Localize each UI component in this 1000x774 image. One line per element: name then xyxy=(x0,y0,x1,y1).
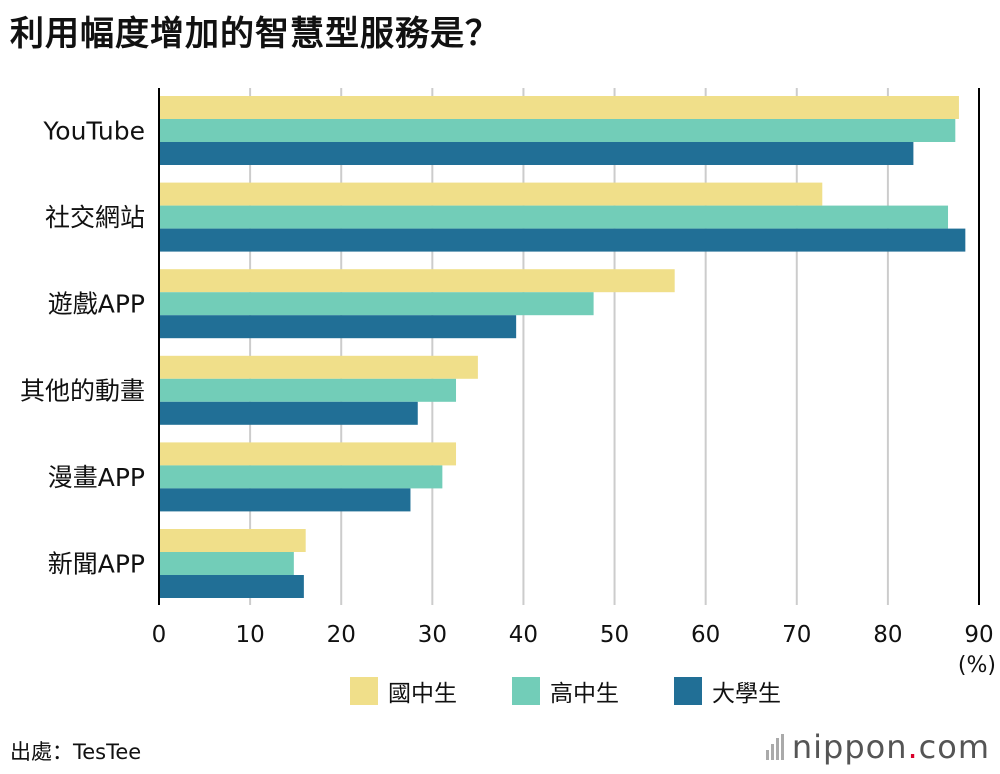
source-note: 出處：TesTee xyxy=(10,740,142,764)
bar-university xyxy=(159,315,517,339)
legend: 國中生 高中生 大學生 xyxy=(350,674,836,708)
bar-junior xyxy=(159,355,478,379)
bar-senior xyxy=(159,378,457,402)
legend-swatch-junior xyxy=(350,677,378,705)
unit-label: (%) xyxy=(958,653,996,678)
category-label: 其他的動畫 xyxy=(20,376,145,405)
logo-dot: . xyxy=(907,728,919,766)
bar-junior xyxy=(159,529,306,552)
x-tick-label: 0 xyxy=(152,622,167,648)
chart-title: 利用幅度增加的智慧型服務是？ xyxy=(10,14,500,54)
bar-junior xyxy=(159,442,457,466)
legend-label-junior: 國中生 xyxy=(388,681,457,707)
x-tick-label: 10 xyxy=(235,622,264,648)
bar-junior xyxy=(159,96,959,119)
x-tick-label: 60 xyxy=(691,622,720,648)
logo-name: nippon xyxy=(791,728,908,766)
category-label: 社交網站 xyxy=(45,203,145,232)
bar-university xyxy=(159,142,914,165)
logo-bars-icon xyxy=(765,734,786,760)
logo-tld: com xyxy=(918,728,990,766)
bar-university xyxy=(159,228,966,252)
bar-university xyxy=(159,575,304,598)
x-tick-label: 30 xyxy=(418,622,447,648)
bar-junior xyxy=(159,182,823,206)
bar-junior xyxy=(159,269,675,293)
bar-senior xyxy=(159,465,443,489)
legend-swatch-university xyxy=(674,677,702,705)
x-tick-label: 50 xyxy=(600,622,629,648)
nippon-logo: nippon. com xyxy=(765,728,990,766)
category-label: 漫畫APP xyxy=(48,463,145,492)
legend-item-senior: 高中生 xyxy=(512,674,619,708)
bar-university xyxy=(159,401,418,425)
x-tick-label: 20 xyxy=(327,622,356,648)
x-tick-label: 70 xyxy=(782,622,811,648)
legend-label-senior: 高中生 xyxy=(550,681,619,707)
x-tick-label: 40 xyxy=(509,622,538,648)
bar-senior xyxy=(159,552,294,575)
legend-item-university: 大學生 xyxy=(674,674,781,708)
legend-item-junior: 國中生 xyxy=(350,674,457,708)
category-label: YouTube xyxy=(42,117,145,146)
bar-senior xyxy=(159,119,956,142)
bar-university xyxy=(159,488,411,512)
x-tick-label: 80 xyxy=(873,622,902,648)
category-label: 新聞APP xyxy=(48,550,145,579)
bar-senior xyxy=(159,292,594,316)
bar-senior xyxy=(159,205,949,229)
x-tick-label: 90 xyxy=(964,622,993,648)
category-label: 遊戲APP xyxy=(48,290,145,319)
legend-swatch-senior xyxy=(512,677,540,705)
legend-label-university: 大學生 xyxy=(712,681,781,707)
